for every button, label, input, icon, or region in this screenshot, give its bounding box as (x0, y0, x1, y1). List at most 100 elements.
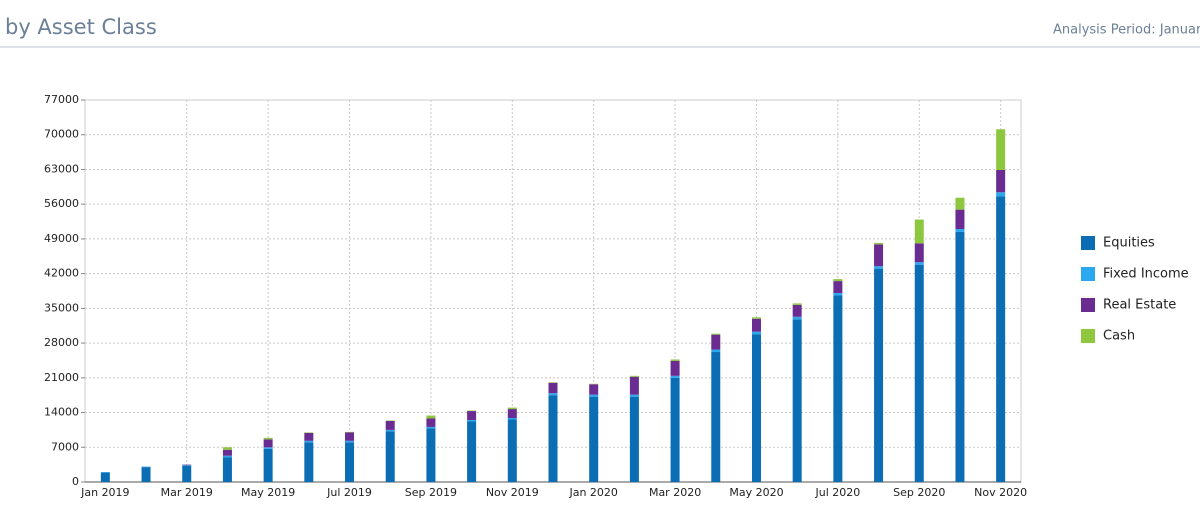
bar-segment (670, 375, 680, 378)
bar-segment (385, 420, 395, 430)
bar-segment (711, 349, 721, 353)
bar-segment (792, 319, 802, 482)
bar-segment (996, 196, 1006, 483)
bar-segment (996, 169, 1006, 193)
bar-segment (874, 266, 884, 269)
bar-segment (589, 396, 599, 482)
x-tick-label: Nov 2019 (486, 486, 539, 499)
bar-segment (548, 395, 558, 482)
bar-segment (914, 262, 924, 265)
x-tick-label: Sep 2019 (405, 486, 457, 499)
bar-segment (426, 428, 436, 482)
chart-subtitle: Analysis Period: January (1053, 23, 1200, 38)
bar-segment (385, 429, 395, 432)
x-tick-label: May 2020 (729, 486, 783, 499)
legend-swatch (1081, 267, 1095, 281)
bar-segment (141, 467, 151, 482)
bar-segment (222, 455, 232, 458)
bar-segment (263, 447, 273, 449)
bar-segment (874, 268, 884, 482)
bar-segment (263, 437, 273, 440)
bar-segment (263, 439, 273, 448)
bar-segment (833, 281, 843, 293)
bar-segment (385, 431, 395, 482)
y-tick-label: 28000 (44, 336, 79, 349)
chart-title: by Asset Class (5, 15, 157, 39)
bar-segment (792, 304, 802, 317)
bar-segment (345, 442, 355, 482)
bar-segment (304, 432, 314, 441)
bar-segment (996, 192, 1006, 197)
bar-segment (955, 209, 965, 229)
bar-segment (670, 359, 680, 361)
bar-segment (467, 411, 477, 420)
bar-segment (222, 457, 232, 482)
x-tick-label: Sep 2020 (893, 486, 945, 499)
bar-segment (304, 440, 314, 443)
bar-segment (833, 295, 843, 482)
y-tick-label: 42000 (44, 267, 79, 280)
legend-label: Fixed Income (1103, 267, 1189, 282)
y-tick-label: 63000 (44, 162, 79, 175)
bar-segment (874, 244, 884, 267)
y-tick-label: 77000 (44, 93, 79, 106)
bar-segment (751, 317, 761, 319)
y-tick-label: 49000 (44, 232, 79, 245)
y-tick-label: 56000 (44, 197, 79, 210)
bar-segment (426, 426, 436, 429)
x-tick-label: May 2019 (241, 486, 295, 499)
bar-segment (629, 375, 639, 377)
bar-segment (263, 448, 273, 482)
bar-segment (548, 382, 558, 394)
bar-segment (182, 465, 192, 482)
bar-segment (222, 449, 232, 456)
bar-segment (914, 264, 924, 482)
bar-segment (467, 419, 477, 422)
bar-segment (426, 418, 436, 427)
x-tick-label: Jul 2019 (326, 486, 372, 499)
legend-label: Real Estate (1103, 298, 1176, 313)
bar-segment (955, 228, 965, 232)
bar-segment (914, 243, 924, 263)
bar-segment (996, 129, 1006, 170)
bar-segment (955, 231, 965, 482)
bar-segment (792, 316, 802, 320)
bar-segment (507, 418, 517, 420)
bar-segment (507, 419, 517, 482)
bar-segment (507, 407, 517, 410)
bar-segment (548, 393, 558, 396)
x-tick-label: Nov 2020 (974, 486, 1027, 499)
bar-segment (833, 279, 843, 282)
bar-segment (751, 318, 761, 332)
x-tick-label: Mar 2019 (161, 486, 213, 499)
legend-label: Cash (1103, 329, 1135, 344)
legend-swatch (1081, 236, 1095, 250)
x-tick-label: Jul 2020 (814, 486, 860, 499)
bar-segment (629, 396, 639, 482)
y-tick-label: 21000 (44, 371, 79, 384)
bar-segment (833, 292, 843, 296)
bar-segment (670, 360, 680, 376)
bar-segment (751, 334, 761, 482)
x-tick-label: Mar 2020 (649, 486, 701, 499)
bar-segment (467, 421, 477, 482)
bar-segment (914, 219, 924, 244)
y-tick-label: 35000 (44, 301, 79, 314)
x-tick-label: Jan 2019 (80, 486, 129, 499)
legend-label: Equities (1103, 236, 1155, 251)
y-tick-label: 0 (72, 475, 79, 488)
bar-segment (345, 432, 355, 441)
bar-segment (711, 352, 721, 482)
bar-segment (629, 376, 639, 395)
bar-segment (629, 394, 639, 397)
y-tick-label: 14000 (44, 406, 79, 419)
bar-segment (222, 447, 232, 450)
x-tick-label: Jan 2020 (568, 486, 617, 499)
bar-segment (507, 409, 517, 419)
bar-segment (670, 377, 680, 482)
y-tick-label: 70000 (44, 128, 79, 141)
bar-segment (589, 384, 599, 395)
bar-segment (792, 303, 802, 305)
legend-swatch (1081, 329, 1095, 343)
